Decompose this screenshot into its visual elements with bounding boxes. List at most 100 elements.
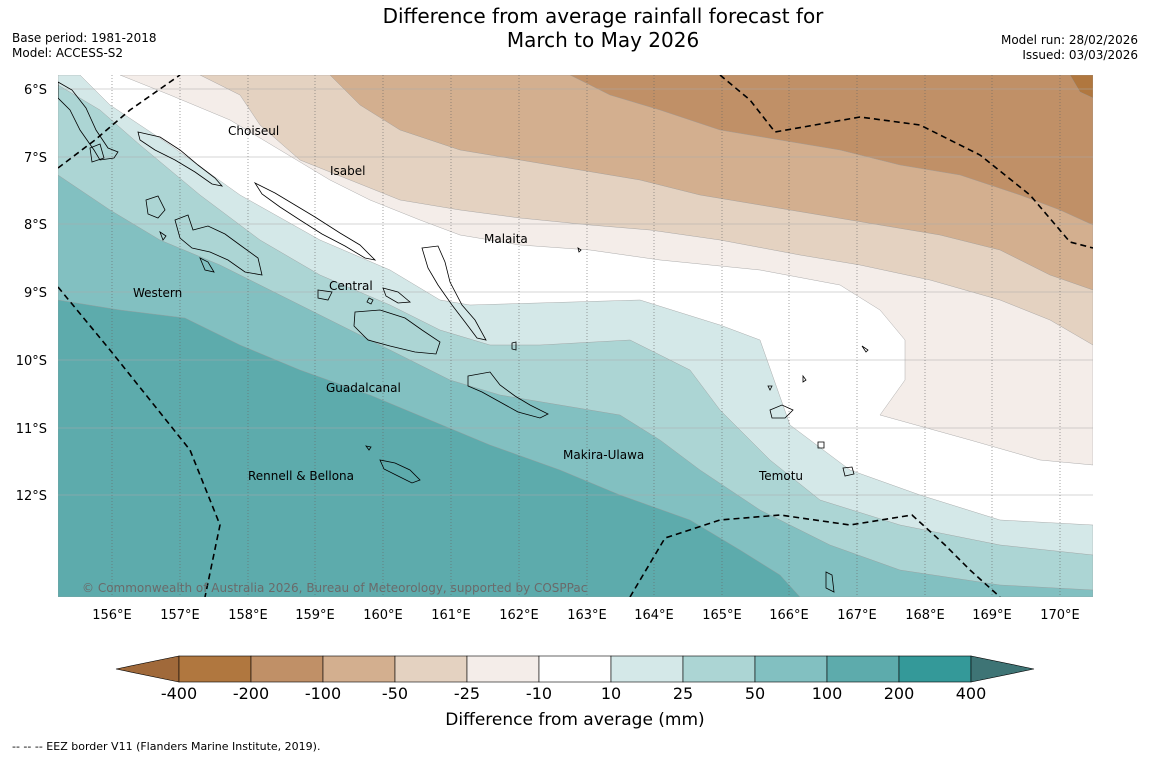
lon-label: 159°E (295, 608, 335, 623)
colorbar-segment (322, 655, 396, 683)
lon-label: 162°E (499, 608, 539, 623)
colorbar-tick-label: 400 (955, 684, 987, 703)
colorbar-segment (250, 655, 324, 683)
lat-label: 6°S (24, 83, 47, 98)
model-run: Model run: 28/02/2026 (1000, 33, 1138, 47)
title-line-1: Difference from average rainfall forecas… (382, 4, 824, 28)
model-name: Model: ACCESS-S2 (12, 46, 124, 60)
colorbar-tick-label: 200 (883, 684, 915, 703)
lon-label: 168°E (905, 608, 945, 623)
colorbar-tick-label: 10 (600, 684, 622, 703)
colorbar-segment (466, 655, 540, 683)
colorbar-segment (394, 655, 468, 683)
lon-label: 166°E (769, 608, 809, 623)
colorbar-tick-label: -10 (525, 684, 553, 703)
lon-label: 164°E (634, 608, 674, 623)
lon-label: 157°E (160, 608, 200, 623)
colorbar-segment (898, 655, 972, 683)
province-label-western: Western (133, 286, 182, 300)
province-label-isabel: Isabel (330, 164, 365, 178)
lat-label: 7°S (24, 151, 47, 166)
colorbar-tick-label: 100 (811, 684, 843, 703)
islands (58, 81, 869, 593)
island-ulawa (511, 341, 517, 351)
lon-label: 160°E (363, 608, 403, 623)
lon-label: 161°E (431, 608, 471, 623)
lat-label: 9°S (24, 286, 47, 301)
island-malaita (421, 245, 487, 341)
island-bellona (365, 445, 372, 451)
island-vella-lavella (145, 195, 166, 219)
title-line-2: March to May 2026 (506, 28, 700, 52)
colorbar-segment (610, 655, 684, 683)
province-label-malaita: Malaita (484, 232, 528, 246)
province-label-choiseul: Choiseul (228, 124, 279, 138)
lon-label: 167°E (837, 608, 877, 623)
colorbar-tick-label: -400 (160, 684, 198, 703)
island-tikopia (825, 571, 835, 593)
base-period: Base period: 1981-2018 (12, 31, 157, 45)
island-duff (802, 374, 807, 383)
island-ranongga (199, 257, 215, 273)
colorbar-tick-label: -25 (453, 684, 481, 703)
island-russell (382, 287, 412, 304)
lat-label: 12°S (16, 489, 47, 504)
map-area: Choiseul Isabel Malaita Western Central … (58, 75, 1093, 597)
island-isabel (253, 181, 377, 261)
colorbar-tick-label: -200 (232, 684, 270, 703)
copyright-notice: © Commonwealth of Australia 2026, Bureau… (82, 581, 587, 595)
island-reef (767, 385, 773, 391)
eez-legend-note: -- -- -- EEZ border V11 (Flanders Marine… (12, 740, 321, 753)
colorbar-tick-label: 50 (744, 684, 766, 703)
lon-label: 158°E (228, 608, 268, 623)
province-label-central: Central (329, 279, 373, 293)
eez-border-north-west (58, 75, 181, 169)
island-utupua (817, 441, 825, 449)
map-title: Difference from average rainfall forecas… (300, 4, 906, 52)
province-label-guadalcanal: Guadalcanal (326, 381, 401, 395)
colorbar-title: Difference from average (mm) (445, 710, 705, 730)
colorbar-segment (538, 655, 612, 683)
province-labels: Choiseul Isabel Malaita Western Central … (133, 124, 803, 483)
eez-border-north-east (719, 75, 1093, 249)
colorbar-segment (826, 655, 900, 683)
island-santa-cruz (769, 404, 794, 419)
eez-borders (58, 75, 1093, 597)
province-label-makira-ulawa: Makira-Ulawa (563, 448, 644, 462)
colorbar-segment (682, 655, 756, 683)
island-savo (366, 297, 374, 305)
colorbar-tick-label: 25 (672, 684, 694, 703)
lon-gridlines (111, 75, 1061, 597)
lat-label: 8°S (24, 218, 47, 233)
island-florida (317, 289, 333, 301)
island-sikaiana (861, 345, 869, 353)
colorbar-tick-label: -50 (381, 684, 409, 703)
lon-label: 169°E (972, 608, 1012, 623)
lon-label: 165°E (702, 608, 742, 623)
colorbar-segment (754, 655, 828, 683)
lon-tick-labels: 156°E 157°E 158°E 159°E 160°E 161°E 162°… (92, 608, 1080, 623)
meta-right: Model run: 28/02/2026 Issued: 03/03/2026 (1001, 33, 1138, 63)
lat-label: 11°S (16, 422, 47, 437)
issued-date: Issued: 03/03/2026 (1022, 48, 1138, 62)
eez-border-south-west (58, 286, 221, 597)
colorbar-tick-label: -100 (304, 684, 342, 703)
island-choiseul (137, 131, 224, 187)
lat-label: 10°S (16, 354, 47, 369)
island-bougainville (58, 81, 119, 161)
province-label-temotu: Temotu (758, 469, 803, 483)
island-new-georgia (174, 214, 263, 276)
lon-label: 156°E (92, 608, 132, 623)
island-gizo (159, 230, 167, 241)
lat-tick-labels: 6°S 7°S 8°S 9°S 10°S 11°S 12°S (16, 83, 47, 504)
lat-gridlines (58, 88, 1093, 496)
island-shortland (89, 143, 105, 163)
meta-left: Base period: 1981-2018 Model: ACCESS-S2 (12, 31, 157, 61)
lon-label: 170°E (1040, 608, 1080, 623)
band-minus200-minus400 (1069, 75, 1093, 99)
lon-label: 163°E (567, 608, 607, 623)
island-makira (467, 371, 549, 419)
colorbar-arrow-high (970, 655, 1035, 683)
province-label-rennell-bellona: Rennell & Bellona (248, 469, 354, 483)
